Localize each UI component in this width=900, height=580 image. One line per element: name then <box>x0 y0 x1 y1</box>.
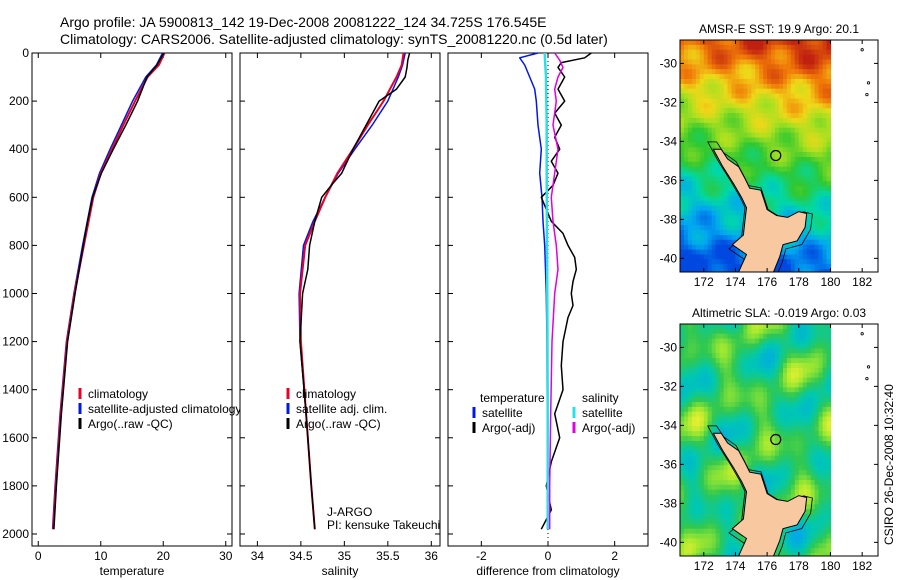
y-tick-label: -40 <box>660 535 678 549</box>
y-tick-label: -32 <box>660 379 678 393</box>
annotation-text: PI: kensuke Takeuchi <box>327 518 440 532</box>
x-tick-label: 35 <box>338 549 352 563</box>
x-tick-label: 180 <box>820 275 840 289</box>
y-tick-label: -32 <box>660 95 678 109</box>
profile-panel-sal: 34 34.5 35 35.5 36 salinity climatologysatelli… <box>239 52 441 578</box>
legend-label: satellite <box>482 406 523 420</box>
island-marker <box>860 48 864 52</box>
figure-title-line1: Argo profile: JA 5900813_142 19-Dec-2008… <box>60 14 547 30</box>
legend-label: Argo(..raw -QC) <box>88 417 173 431</box>
x-tick-label: 174 <box>725 559 745 573</box>
y-tick-label: 1600 <box>2 431 29 445</box>
y-tick-label: -30 <box>660 340 678 354</box>
x-tick-label: 176 <box>757 559 777 573</box>
float-position-marker <box>770 433 782 446</box>
x-tick-label: -2 <box>476 549 487 563</box>
x-axis-label: salinity <box>322 564 359 578</box>
y-tick-label: 1200 <box>2 335 29 349</box>
sla-map-panel: 172 174 176 178 180 182 -30 -32 -34 -36 -38 -40 Alti… <box>660 306 879 573</box>
y-tick-label: 400 <box>9 142 29 156</box>
legend-label: satellite <box>582 406 623 420</box>
x-tick-label: 34 <box>251 549 265 563</box>
legend-label: satellite adj. clim. <box>296 402 387 416</box>
plot-frame <box>31 52 233 547</box>
y-tick-label: -34 <box>660 134 678 148</box>
legend-label: Argo(..raw -QC) <box>296 417 381 431</box>
series-line-salinity-satellite <box>543 52 549 530</box>
y-tick-label: -40 <box>660 251 678 265</box>
x-tick-label: 172 <box>694 559 714 573</box>
y-tick-label: 600 <box>9 190 29 204</box>
legend-label: Argo(-adj) <box>482 421 535 435</box>
y-tick-label: 0 <box>22 46 29 60</box>
x-axis-label: difference from climatology <box>476 564 619 578</box>
x-tick-label: 2 <box>611 549 618 563</box>
map-title: Altimetric SLA: -0.019 Argo: 0.03 <box>692 306 866 320</box>
x-tick-label: 0 <box>545 549 552 563</box>
sst-field <box>680 40 832 272</box>
plot-frame <box>239 52 441 547</box>
map-frame <box>679 323 879 557</box>
x-tick-label: 182 <box>852 275 872 289</box>
island-marker <box>860 332 864 336</box>
annotation-text: J-ARGO <box>327 505 372 519</box>
series-line-temperature-argo-adj- <box>540 52 592 530</box>
x-tick-label: 0 <box>35 549 42 563</box>
series-line-argo-raw-qc- <box>53 52 165 530</box>
x-tick-label: 178 <box>789 275 809 289</box>
x-axis-label: temperature <box>100 564 165 578</box>
land-north-island <box>712 432 808 556</box>
x-tick-label: 10 <box>94 549 108 563</box>
y-tick-label: -30 <box>660 56 678 70</box>
series-line-argo-raw-qc- <box>299 52 411 530</box>
x-tick-label: 36 <box>425 549 439 563</box>
y-tick-label: -36 <box>660 457 678 471</box>
legend-label: climatology <box>88 387 148 401</box>
y-tick-label: -36 <box>660 173 678 187</box>
x-tick-label: 30 <box>219 549 233 563</box>
side-label: CSIRO 26-Dec-2008 10:32:40 <box>882 384 896 545</box>
y-tick-label: -38 <box>660 212 678 226</box>
legend-label: Argo(-adj) <box>582 421 635 435</box>
map-title: AMSR-E SST: 19.9 Argo: 20.1 <box>699 22 859 36</box>
x-tick-label: 182 <box>852 559 872 573</box>
island-marker <box>865 376 869 381</box>
legend-header-temperature: temperature <box>480 391 545 405</box>
y-tick-label: 1400 <box>2 383 29 397</box>
x-tick-label: 176 <box>757 275 777 289</box>
series-line-salinity-argo-adj- <box>548 52 564 530</box>
x-tick-label: 174 <box>725 275 745 289</box>
map-frame <box>679 39 879 273</box>
y-tick-label: 2000 <box>2 527 29 541</box>
y-tick-label: -38 <box>660 496 678 510</box>
y-tick-label: 200 <box>9 94 29 108</box>
figure-title-line2: Climatology: CARS2006. Satellite-adjuste… <box>60 31 608 47</box>
x-tick-label: 35.5 <box>376 549 400 563</box>
island-marker <box>866 81 871 85</box>
land-north-island <box>712 148 808 272</box>
legend-header-salinity: salinity <box>582 391 619 405</box>
island-marker <box>865 92 869 97</box>
legend-label: climatology <box>296 387 356 401</box>
island-marker <box>866 365 871 369</box>
y-tick-label: 800 <box>9 238 29 252</box>
y-tick-label: -34 <box>660 418 678 432</box>
float-position-marker <box>770 149 782 162</box>
profile-panel-temp: 0 10 20 30 0 200 400 600 800 1000 1200 1400 1600 1800… <box>2 46 241 578</box>
legend-label: satellite-adjusted climatology <box>88 402 241 416</box>
x-tick-label: 178 <box>789 559 809 573</box>
y-tick-label: 1000 <box>2 286 29 300</box>
x-tick-label: 172 <box>694 275 714 289</box>
sst-map-panel: 172 174 176 178 180 182 -30 -32 -34 -36 -38 -40 AMSR… <box>660 22 879 289</box>
x-tick-label: 180 <box>820 559 840 573</box>
x-tick-label: 34.5 <box>289 549 313 563</box>
y-tick-label: 1800 <box>2 479 29 493</box>
x-tick-label: 20 <box>157 549 171 563</box>
